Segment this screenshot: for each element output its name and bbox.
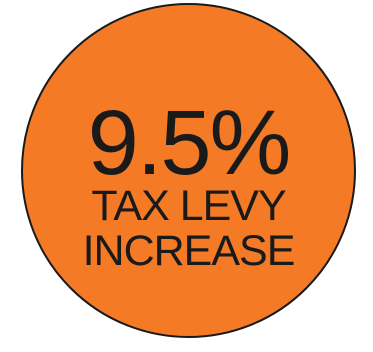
tax-levy-badge: 9.5% TAX LEVY INCREASE (21, 3, 356, 338)
headline-percentage: 9.5% (87, 92, 292, 194)
subtitle-line-2: INCREASE (82, 227, 296, 275)
subtitle-line-1: TAX LEVY (91, 182, 286, 230)
